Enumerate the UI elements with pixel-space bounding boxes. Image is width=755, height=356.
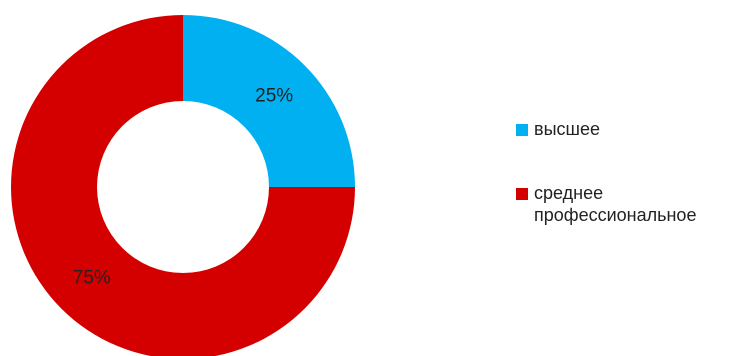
donut-data-labels: 25% 75% bbox=[73, 85, 294, 288]
legend-swatch-srednee-professionalnoe bbox=[516, 188, 528, 200]
legend-item-srednee-professionalnoe: среднее профессиональное bbox=[516, 182, 755, 226]
legend-label-vysshee: высшее bbox=[534, 119, 600, 139]
donut-slices bbox=[11, 15, 355, 356]
donut-slice-2 bbox=[11, 15, 355, 356]
data-label-2: 75% bbox=[73, 268, 111, 289]
legend-swatch-vysshee bbox=[516, 124, 528, 136]
legend-item-vysshee: высшее bbox=[516, 118, 755, 140]
chart-legend: высшее среднее профессиональное bbox=[516, 118, 755, 226]
data-label-1: 25% bbox=[255, 85, 293, 106]
legend-label-srednee-professionalnoe: среднее профессиональное bbox=[534, 183, 697, 225]
donut-slice-1 bbox=[183, 15, 355, 187]
